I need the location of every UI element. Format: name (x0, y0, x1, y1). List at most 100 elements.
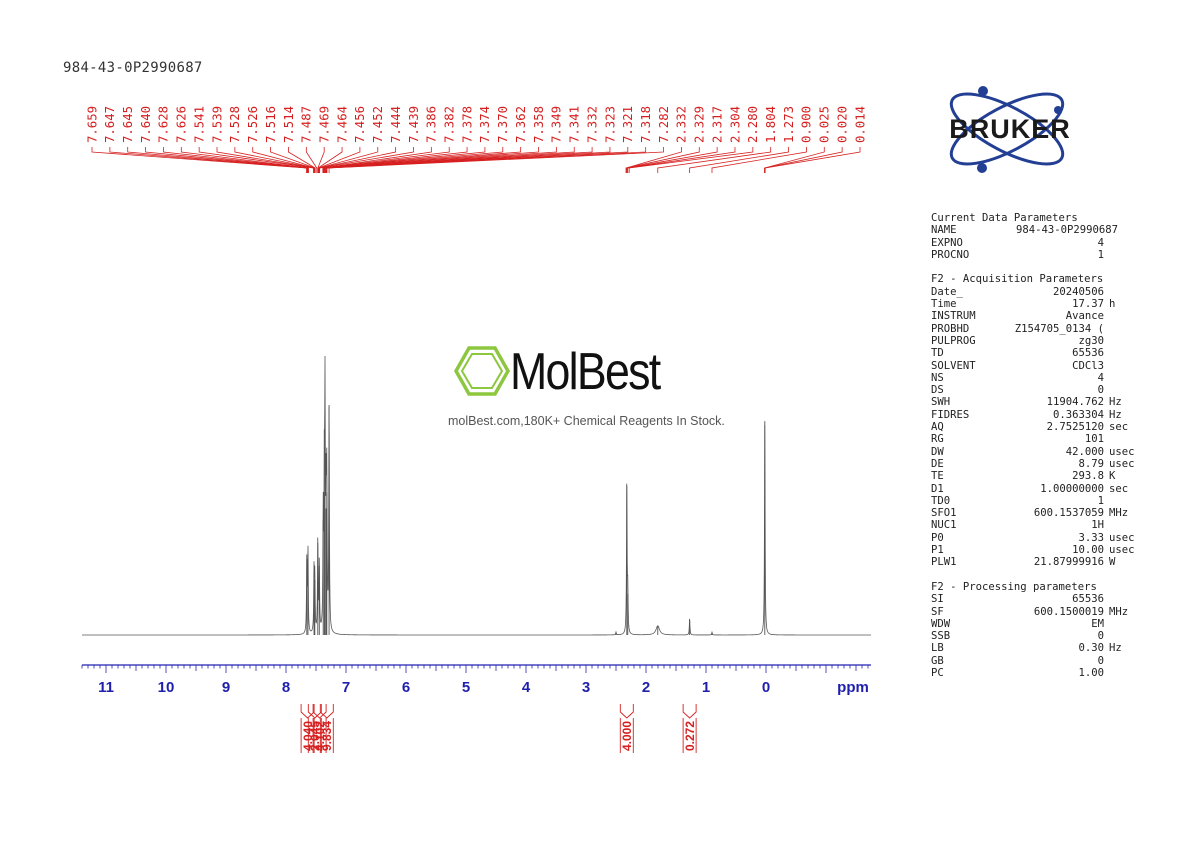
parameter-key: SSB (931, 630, 951, 643)
parameter-row: TE 293.8 K (931, 470, 1146, 482)
peak-label: 7.647 (103, 106, 117, 143)
peak-label: 7.452 (371, 106, 385, 143)
parameter-unit: sec (1109, 421, 1129, 434)
integral-bracket (682, 704, 697, 719)
tick-label: 4 (522, 679, 531, 696)
parameter-key: EXPNO (931, 236, 963, 249)
peak-label-leader (326, 147, 611, 173)
tick-label: 0 (762, 679, 770, 696)
peak-label: 1.804 (764, 106, 778, 143)
parameter-value: 4 (1097, 371, 1104, 384)
peak-label: 7.626 (175, 106, 189, 143)
peak-label: 7.456 (353, 106, 367, 143)
peak-label: 7.645 (121, 106, 135, 143)
parameter-group-title: Current Data Parameters (931, 212, 1078, 224)
peak-label-leader (326, 147, 647, 173)
parameter-key: PLW1 (931, 556, 957, 569)
peak-label-leader (163, 147, 309, 173)
parameter-value: zg30 (1078, 334, 1104, 347)
parameter-group: F2 - Acquisition Parameters Date_ 20240506… (931, 273, 1146, 568)
peak-label: 7.659 (85, 106, 99, 143)
peak-label-leader (317, 147, 343, 173)
peak-label-leader (252, 147, 315, 173)
peak-label-leader (127, 147, 308, 173)
parameter-panel: Current Data Parameters NAME 984-43-0P2990… (931, 212, 1146, 692)
peak-label: 7.321 (621, 106, 635, 143)
peak-label-leader (628, 147, 754, 173)
peak-label: 7.514 (282, 106, 296, 143)
peak-label-leader (328, 147, 664, 173)
parameter-key: DS (931, 384, 944, 397)
parameter-row: SWH 11904.762 Hz (931, 396, 1146, 408)
parameter-key: INSTRUM (931, 310, 976, 323)
peak-label: 7.469 (317, 106, 331, 143)
parameter-unit: K (1109, 470, 1116, 483)
parameter-group-title: F2 - Acquisition Parameters (931, 273, 1104, 286)
parameter-row: AQ 2.7525120 sec (931, 421, 1146, 433)
peak-label: 7.362 (514, 106, 528, 143)
parameter-row: SSB 0 (931, 630, 1146, 642)
parameter-value: 1 (1097, 248, 1104, 261)
bruker-logo-text: BRUKER (949, 114, 1071, 144)
parameter-key: FIDRES (931, 408, 970, 421)
parameter-row: INSTRUM Avance (931, 310, 1146, 322)
peak-label: 7.341 (568, 106, 582, 143)
parameter-group-title: F2 - Processing parameters (931, 580, 1097, 593)
parameter-key: PROBHD (931, 322, 970, 335)
peak-label-leader (109, 147, 308, 173)
parameter-unit: Hz (1109, 396, 1122, 409)
parameter-value: 101 (1084, 433, 1104, 446)
parameter-value: CDCl3 (1072, 359, 1104, 372)
parameter-key: DW (931, 445, 944, 458)
parameter-key: SF (931, 605, 944, 618)
parameter-unit: usec (1109, 457, 1135, 470)
parameter-row: TD 65536 (931, 347, 1146, 359)
parameter-value: 984-43-0P2990687 (1015, 224, 1118, 237)
peak-label: 7.318 (639, 106, 653, 143)
parameter-key: LB (931, 642, 944, 655)
peak-label-leader (323, 147, 504, 173)
parameter-row: TD0 1 (931, 495, 1146, 507)
parameter-row: PROCNO 1 (931, 249, 1146, 261)
parameter-row: EXPNO 4 (931, 237, 1146, 249)
parameter-value: 3.33 (1078, 531, 1104, 544)
parameter-value: 1 (1097, 494, 1104, 507)
parameter-key: D1 (931, 482, 944, 495)
parameter-value: 17.37 (1072, 298, 1104, 311)
peak-label-leader (326, 147, 629, 173)
parameter-key: SOLVENT (931, 359, 976, 372)
peak-label: 2.329 (693, 106, 707, 143)
parameter-value: 4 (1097, 236, 1104, 249)
parameter-value: 65536 (1072, 347, 1104, 360)
parameter-row: FIDRES 0.363304 Hz (931, 409, 1146, 421)
ppm-axis: 11 10 9 8 7 6 5 4 3 2 1 0 ppm (81, 664, 871, 696)
peak-label: 2.317 (710, 106, 724, 143)
parameter-key: PULPROG (931, 334, 976, 347)
peak-label: 2.304 (728, 106, 742, 143)
parameter-row: PLW1 21.87999916 W (931, 556, 1146, 568)
peak-label-leader (325, 147, 593, 173)
parameter-group: F2 - Processing parameters SI 65536 SF 600.1… (931, 581, 1146, 679)
parameter-key: GB (931, 654, 944, 667)
parameter-value: 293.8 (1072, 470, 1104, 483)
integral-bracket (300, 704, 315, 719)
parameter-row: Date_ 20240506 (931, 286, 1146, 298)
watermark-brand: MolBest (510, 343, 661, 401)
peak-label-leader (324, 147, 557, 173)
peak-label: 0.014 (853, 106, 867, 143)
parameter-unit: Hz (1109, 408, 1122, 421)
peak-label: 7.526 (246, 106, 260, 143)
parameter-key: PROCNO (931, 248, 970, 261)
peak-label: 7.382 (443, 106, 457, 143)
parameter-key: NUC1 (931, 519, 957, 532)
peak-label: 7.628 (157, 106, 171, 143)
tick-label: 6 (402, 679, 410, 696)
peak-label: 7.332 (585, 106, 599, 143)
peak-label: 7.541 (192, 106, 206, 143)
peak-label: 2.280 (746, 106, 760, 143)
peak-label-group: 7.659 7.647 7.645 7.640 7.628 7.626 7.541 7.539… (85, 106, 867, 173)
parameter-row: P1 10.00 usec (931, 544, 1146, 556)
parameter-row: PULPROG zg30 (931, 335, 1146, 347)
